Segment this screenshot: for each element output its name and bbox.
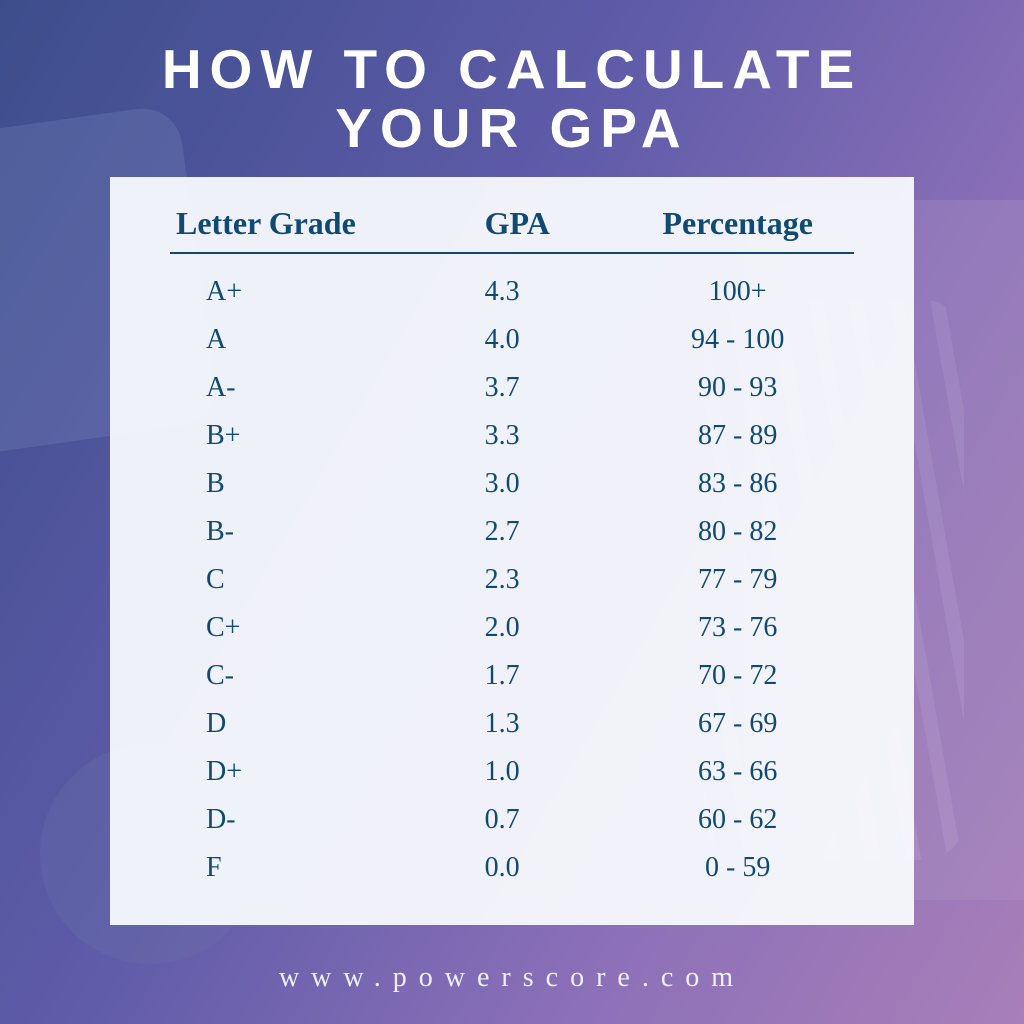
cell-gpa: 1.3: [485, 708, 622, 740]
cell-percentage: 67 - 69: [621, 708, 854, 740]
table-row: A+4.3100+: [170, 268, 854, 316]
cell-percentage: 80 - 82: [621, 516, 854, 548]
table-row: B-2.780 - 82: [170, 508, 854, 556]
cell-letter: B: [170, 468, 485, 500]
cell-letter: F: [170, 852, 485, 884]
cell-percentage: 90 - 93: [621, 372, 854, 404]
cell-percentage: 94 - 100: [621, 324, 854, 356]
table-row: A4.094 - 100: [170, 316, 854, 364]
table-row: C+2.073 - 76: [170, 604, 854, 652]
table-body: A+4.3100+A4.094 - 100A-3.790 - 93B+3.387…: [170, 254, 854, 892]
col-header-gpa: GPA: [485, 205, 622, 242]
cell-gpa: 0.7: [485, 804, 622, 836]
cell-percentage: 63 - 66: [621, 756, 854, 788]
cell-gpa: 4.3: [485, 276, 622, 308]
cell-gpa: 1.7: [485, 660, 622, 692]
cell-letter: C: [170, 564, 485, 596]
cell-percentage: 60 - 62: [621, 804, 854, 836]
cell-percentage: 73 - 76: [621, 612, 854, 644]
cell-letter: A: [170, 324, 485, 356]
cell-letter: B-: [170, 516, 485, 548]
cell-letter: A+: [170, 276, 485, 308]
table-row: D1.367 - 69: [170, 700, 854, 748]
table-row: D+1.063 - 66: [170, 748, 854, 796]
table-header-row: Letter Grade GPA Percentage: [170, 205, 854, 254]
cell-gpa: 3.0: [485, 468, 622, 500]
cell-gpa: 2.7: [485, 516, 622, 548]
table-row: C2.377 - 79: [170, 556, 854, 604]
cell-letter: C+: [170, 612, 485, 644]
cell-percentage: 70 - 72: [621, 660, 854, 692]
table-row: B3.083 - 86: [170, 460, 854, 508]
title-line-1: HOW TO CALCULATE: [0, 40, 1024, 99]
table-row: C-1.770 - 72: [170, 652, 854, 700]
table-row: B+3.387 - 89: [170, 412, 854, 460]
col-header-pct: Percentage: [621, 205, 854, 242]
cell-letter: D+: [170, 756, 485, 788]
cell-percentage: 87 - 89: [621, 420, 854, 452]
footer-url: www.powerscore.com: [0, 962, 1024, 994]
col-header-letter: Letter Grade: [170, 205, 485, 242]
cell-percentage: 83 - 86: [621, 468, 854, 500]
cell-letter: D: [170, 708, 485, 740]
cell-letter: D-: [170, 804, 485, 836]
table-row: D-0.760 - 62: [170, 796, 854, 844]
table-row: F0.00 - 59: [170, 844, 854, 892]
cell-letter: A-: [170, 372, 485, 404]
cell-percentage: 0 - 59: [621, 852, 854, 884]
cell-gpa: 3.7: [485, 372, 622, 404]
title-line-2: YOUR GPA: [0, 99, 1024, 158]
cell-percentage: 77 - 79: [621, 564, 854, 596]
gpa-table-card: Letter Grade GPA Percentage A+4.3100+A4.…: [110, 177, 914, 925]
cell-gpa: 3.3: [485, 420, 622, 452]
cell-percentage: 100+: [621, 276, 854, 308]
infographic-canvas: HOW TO CALCULATE YOUR GPA Letter Grade G…: [0, 0, 1024, 1024]
cell-gpa: 0.0: [485, 852, 622, 884]
cell-gpa: 1.0: [485, 756, 622, 788]
page-title: HOW TO CALCULATE YOUR GPA: [0, 40, 1024, 159]
table-row: A-3.790 - 93: [170, 364, 854, 412]
cell-gpa: 2.0: [485, 612, 622, 644]
cell-gpa: 2.3: [485, 564, 622, 596]
cell-gpa: 4.0: [485, 324, 622, 356]
cell-letter: C-: [170, 660, 485, 692]
cell-letter: B+: [170, 420, 485, 452]
